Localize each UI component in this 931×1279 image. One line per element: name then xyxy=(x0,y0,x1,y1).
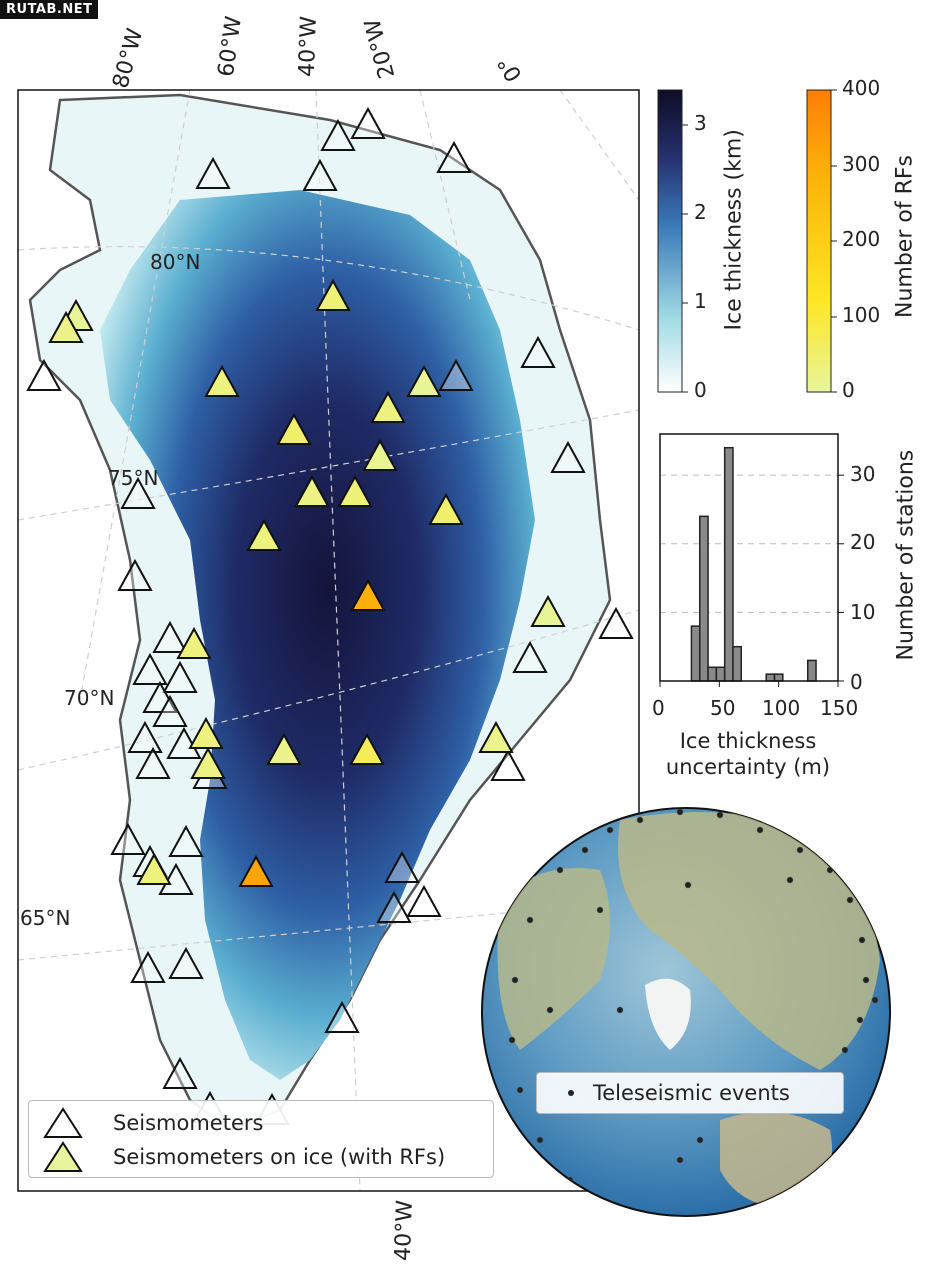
seismometer-marker xyxy=(135,746,171,779)
seismometer-marker xyxy=(406,884,442,917)
seismometer-on-ice-marker xyxy=(478,720,514,753)
watermark: RUTAB.NET xyxy=(0,0,99,19)
event-dot-icon xyxy=(568,1090,574,1096)
seismometer-on-ice-marker xyxy=(337,474,373,507)
hist-ytick-0: 0 xyxy=(850,670,863,694)
seismometer-marker xyxy=(520,335,556,368)
seismometer-on-ice-marker xyxy=(349,732,385,765)
seismometer-on-ice-marker xyxy=(48,310,84,343)
seismometer-marker xyxy=(162,1056,198,1089)
seismometer-marker xyxy=(324,1000,360,1033)
seismometer-on-ice-marker xyxy=(370,390,406,423)
rf-tick-100: 100 xyxy=(842,303,881,327)
seismometer-on-ice-marker xyxy=(176,626,212,659)
legend-row-on-ice: Seismometers on ice (with RFs) xyxy=(41,1141,445,1173)
seismometer-marker xyxy=(117,558,153,591)
rf-tick-300: 300 xyxy=(842,152,881,176)
globe-greenland xyxy=(645,978,691,1050)
seismometer-marker xyxy=(598,606,634,639)
seismometer-on-ice-marker xyxy=(238,854,274,887)
globe-landmass-eurasia xyxy=(618,812,880,1070)
seismometer-on-ice-marker xyxy=(136,852,172,885)
map-legend: Seismometers Seismometers on ice (with R… xyxy=(28,1100,494,1178)
seismometer-marker xyxy=(168,824,204,857)
seismometer-marker xyxy=(162,660,198,693)
seismometer-on-ice-marker xyxy=(204,364,240,397)
legend-label-seismometers: Seismometers xyxy=(113,1111,264,1135)
seismometer-marker xyxy=(152,694,188,727)
legend-label-on-ice: Seismometers on ice (with RFs) xyxy=(113,1145,446,1169)
ice-tick-2: 2 xyxy=(694,200,707,224)
seismometer-marker xyxy=(302,158,338,191)
seismometer-marker xyxy=(320,118,356,151)
seismometer-marker xyxy=(512,640,548,673)
hist-xtick-50: 50 xyxy=(710,696,736,720)
hist-xtick-150: 150 xyxy=(820,696,859,720)
seismometer-on-ice-marker xyxy=(246,518,282,551)
rf-tick-400: 400 xyxy=(842,76,881,100)
hist-ytick-30: 30 xyxy=(850,462,876,486)
lat-label-65n: 65°N xyxy=(20,906,71,930)
seismometer-on-ice-marker xyxy=(188,716,224,749)
lat-label-70n: 70°N xyxy=(64,686,115,710)
seismometer-marker xyxy=(168,946,204,979)
seismometer-on-ice-marker xyxy=(266,732,302,765)
seismometer-on-ice-marker xyxy=(190,746,226,779)
hist-xtick-0: 0 xyxy=(652,696,665,720)
seismometer-marker xyxy=(110,822,146,855)
lat-label-80n: 80°N xyxy=(150,250,201,274)
rf-tick-0: 0 xyxy=(842,378,855,402)
hist-ytick-10: 10 xyxy=(850,600,876,624)
white-triangle-icon xyxy=(43,1107,83,1138)
hist-ytick-20: 20 xyxy=(850,530,876,554)
ice-tick-1: 1 xyxy=(694,289,707,313)
seismometer-on-ice-marker xyxy=(315,278,351,311)
yellow-triangle-icon xyxy=(43,1141,83,1172)
globe-legend-label: Teleseismic events xyxy=(593,1081,790,1105)
seismometer-marker xyxy=(350,106,386,139)
seismometer-marker xyxy=(376,890,412,923)
rf-tick-200: 200 xyxy=(842,227,881,251)
seismometer-on-ice-marker xyxy=(530,594,566,627)
ice-tick-3: 3 xyxy=(694,111,707,135)
seismometer-on-ice-marker xyxy=(362,438,398,471)
ice-sheet xyxy=(100,190,535,1080)
hist-frame xyxy=(659,433,839,682)
seismometer-on-ice-marker xyxy=(294,474,330,507)
seismometer-marker xyxy=(120,476,156,509)
seismometer-marker xyxy=(490,748,526,781)
seismometer-on-ice-marker xyxy=(350,578,386,611)
seismometer-marker xyxy=(550,440,586,473)
seismometer-marker xyxy=(436,140,472,173)
seismometer-on-ice-marker xyxy=(428,492,464,525)
ice-tick-0: 0 xyxy=(694,378,707,402)
seismometer-marker xyxy=(438,358,474,391)
seismometer-marker xyxy=(26,358,62,391)
seismometer-marker xyxy=(127,720,163,753)
hist-xlabel: Ice thickness uncertainty (m) xyxy=(665,729,831,779)
seismometer-marker xyxy=(132,652,168,685)
globe-landmass-americas xyxy=(497,868,610,1050)
seismometer-marker xyxy=(142,680,178,713)
hist-xtick-100: 100 xyxy=(762,696,801,720)
seismometer-marker xyxy=(195,156,231,189)
globe-legend: Teleseismic events xyxy=(536,1072,844,1114)
seismometer-marker xyxy=(130,950,166,983)
seismometer-marker xyxy=(384,850,420,883)
seismometer-marker xyxy=(152,620,188,653)
seismometer-on-ice-marker xyxy=(406,364,442,397)
seismometer-on-ice-marker xyxy=(276,412,312,445)
legend-row-seismometers: Seismometers xyxy=(41,1107,263,1139)
